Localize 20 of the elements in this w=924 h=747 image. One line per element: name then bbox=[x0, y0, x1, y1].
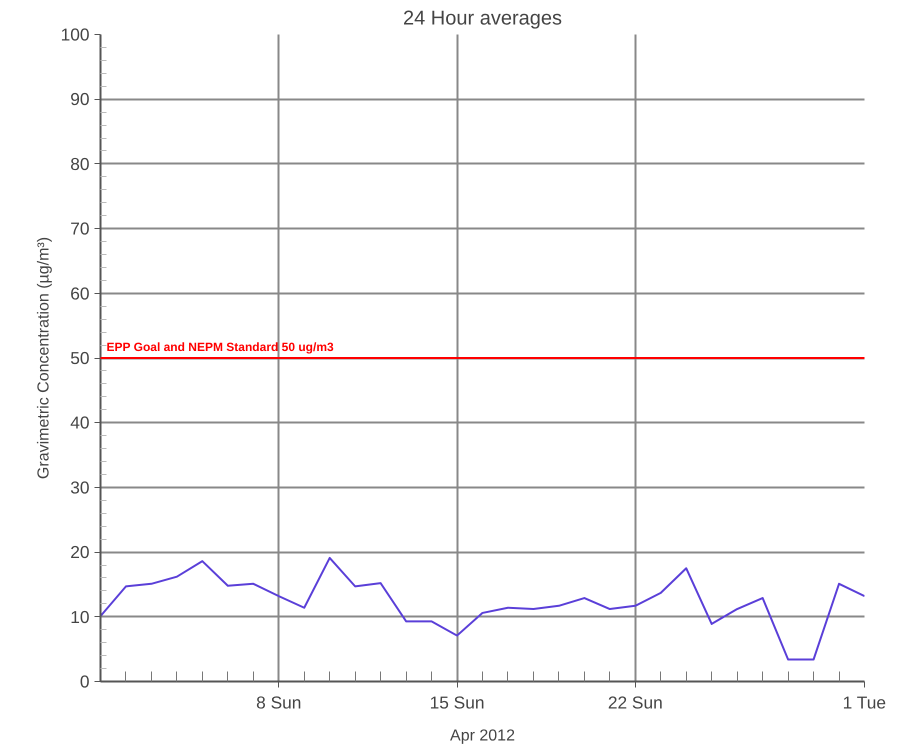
y-tick-label: 0 bbox=[80, 672, 90, 692]
ref-line-label: EPP Goal and NEPM Standard 50 ug/m3 bbox=[106, 340, 334, 354]
x-axis-title: Apr 2012 bbox=[450, 728, 516, 744]
y-tick-label: 90 bbox=[70, 89, 90, 110]
x-tick-label: 1 Tue bbox=[842, 692, 886, 712]
y-tick-label: 70 bbox=[70, 218, 90, 239]
chart-subtitle: 24 Hour averages bbox=[403, 8, 562, 30]
y-tick-label: 40 bbox=[70, 412, 90, 433]
y-tick-label: 100 bbox=[60, 24, 90, 44]
y-tick-label: 10 bbox=[70, 606, 90, 627]
y-tick-label: 50 bbox=[70, 348, 90, 368]
x-tick-label: 8 Sun bbox=[256, 692, 302, 712]
line-series bbox=[100, 556, 864, 660]
y-tick-label: 20 bbox=[70, 542, 90, 562]
x-tick-label: 15 Sun bbox=[430, 692, 484, 712]
y-tick-label: 60 bbox=[70, 283, 90, 304]
y-tick-label: 30 bbox=[70, 477, 90, 498]
y-tick-label: 80 bbox=[70, 154, 90, 174]
y-axis-title: Gravimetric Concentration (µg/m³) bbox=[36, 236, 53, 480]
x-tick-label: 22 Sun bbox=[608, 692, 663, 712]
